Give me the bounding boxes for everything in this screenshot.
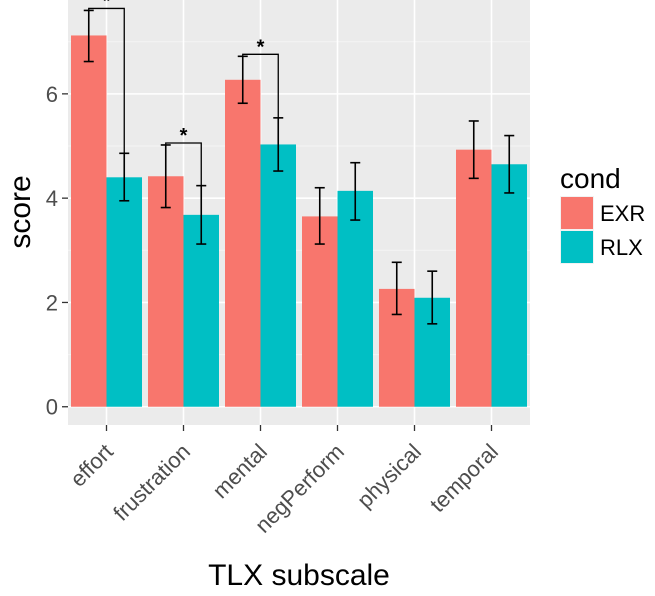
legend-label-exr: EXR [600, 201, 645, 226]
y-tick-label: 2 [46, 290, 58, 315]
significance-label-effort: * [103, 0, 111, 12]
bar-exr-temporal [456, 149, 492, 407]
legend: cond EXR RLX [560, 163, 645, 264]
x-tick-label-frustration: frustration [108, 439, 195, 526]
y-axis: 0 2 4 6 [46, 82, 68, 420]
y-tick-label: 0 [46, 395, 58, 420]
bar-rlx-effort [106, 177, 142, 407]
legend-swatch-rlx [561, 231, 593, 263]
significance-label-mental: * [257, 36, 265, 58]
x-tick-label-effort: effort [65, 439, 118, 492]
significance-bracket-frustration [165, 142, 202, 186]
bar-rlx-mental [260, 144, 296, 407]
bar-exr-frustration [148, 176, 184, 407]
bar-exr-mental [225, 79, 261, 407]
significance-brackets: * * * [88, 0, 279, 186]
bars [71, 35, 527, 407]
legend-swatch-exr [561, 197, 593, 229]
bar-rlx-temporal [491, 164, 527, 407]
bar-rlx-negPerform [337, 190, 373, 407]
x-tick-label-temporal: temporal [425, 439, 503, 517]
error-bars [83, 9, 515, 325]
legend-title: cond [560, 163, 621, 194]
bar-exr-negPerform [302, 216, 338, 407]
x-tick-label-mental: mental [208, 439, 272, 503]
bar-rlx-frustration [183, 214, 219, 407]
legend-label-rlx: RLX [600, 235, 643, 260]
significance-bracket-effort [88, 7, 125, 154]
x-tick-label-physical: physical [352, 439, 426, 513]
y-axis-title: score [4, 175, 37, 248]
bar-exr-effort [71, 35, 107, 407]
y-tick-label: 4 [46, 186, 58, 211]
x-axis-title: TLX subscale [208, 559, 390, 592]
significance-bracket-mental [242, 53, 279, 118]
significance-label-frustration: * [180, 125, 188, 147]
y-tick-label: 6 [46, 82, 58, 107]
